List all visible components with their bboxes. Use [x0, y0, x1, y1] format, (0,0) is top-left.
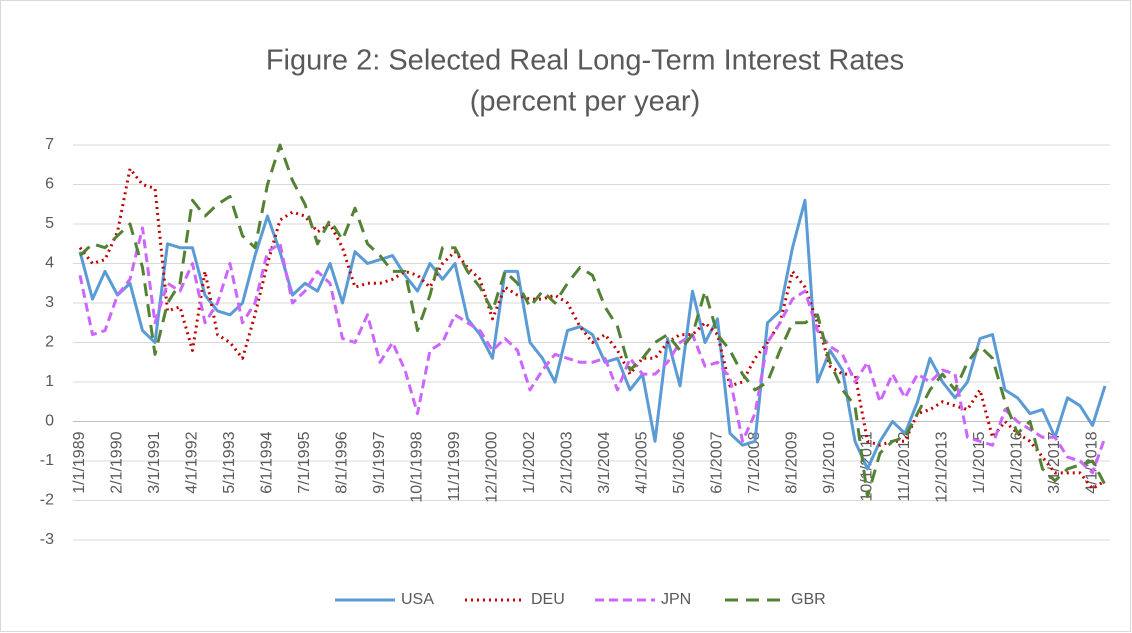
series-line	[78, 198, 1107, 471]
x-tick-label: 11/1/2012	[896, 431, 913, 501]
y-tick-label: 4	[45, 255, 54, 272]
x-tick-label: 9/1/2010	[821, 431, 838, 493]
legend-label: JPN	[661, 591, 691, 608]
legend-label: GBR	[791, 591, 826, 608]
x-tick-label: 1/1/1989	[71, 431, 88, 493]
chart-title: Figure 2: Selected Real Long-Term Intere…	[266, 45, 904, 77]
y-tick-label: -2	[40, 492, 54, 509]
x-tick-label: 11/1/1999	[446, 431, 463, 501]
x-tick-label: 2/1/2003	[559, 431, 576, 493]
series-line	[78, 167, 1106, 491]
y-tick-label: 0	[45, 413, 54, 430]
y-tick-label: 5	[45, 215, 54, 232]
x-tick-label: 2/1/2016	[1009, 431, 1026, 493]
x-tick-label: 4/1/2005	[634, 431, 651, 493]
y-tick-label: -3	[40, 531, 54, 548]
y-tick-label: 1	[45, 373, 54, 390]
x-tick-label: 8/1/2009	[784, 431, 801, 493]
y-tick-label: 3	[45, 294, 54, 311]
y-tick-label: 6	[45, 176, 54, 193]
x-tick-label: 1/1/2002	[521, 431, 538, 493]
x-tick-label: 12/1/2000	[484, 431, 501, 502]
x-tick-label: 7/1/2008	[746, 431, 763, 493]
x-tick-label: 9/1/1997	[371, 431, 388, 493]
x-tick-label: 6/1/1994	[259, 431, 276, 493]
x-tick-label: 12/1/2013	[934, 431, 951, 502]
x-tick-label: 3/1/2004	[596, 431, 613, 493]
y-tick-label: 2	[45, 334, 54, 351]
x-tick-label: 5/1/2006	[671, 431, 688, 493]
x-tick-label: 6/1/2007	[709, 431, 726, 493]
x-tick-label: 2/1/1990	[109, 431, 126, 493]
x-tick-label: 3/1/1991	[146, 431, 163, 493]
x-tick-label: 8/1/1996	[334, 431, 351, 493]
x-tick-label: 7/1/1995	[296, 431, 313, 493]
chart-subtitle: (percent per year)	[470, 86, 701, 118]
series-line	[78, 226, 1107, 475]
x-tick-label: 4/1/1992	[184, 431, 201, 493]
legend-label: USA	[401, 591, 434, 608]
x-tick-label: 3/1/2017	[1046, 431, 1063, 493]
y-tick-label: 7	[45, 136, 54, 153]
y-tick-label: -1	[40, 452, 54, 469]
x-tick-label: 10/1/1998	[409, 431, 426, 502]
legend-label: DEU	[531, 591, 565, 608]
series-line	[78, 143, 1107, 499]
x-tick-label: 5/1/1993	[221, 431, 238, 493]
x-tick-label: 1/1/2015	[971, 431, 988, 493]
